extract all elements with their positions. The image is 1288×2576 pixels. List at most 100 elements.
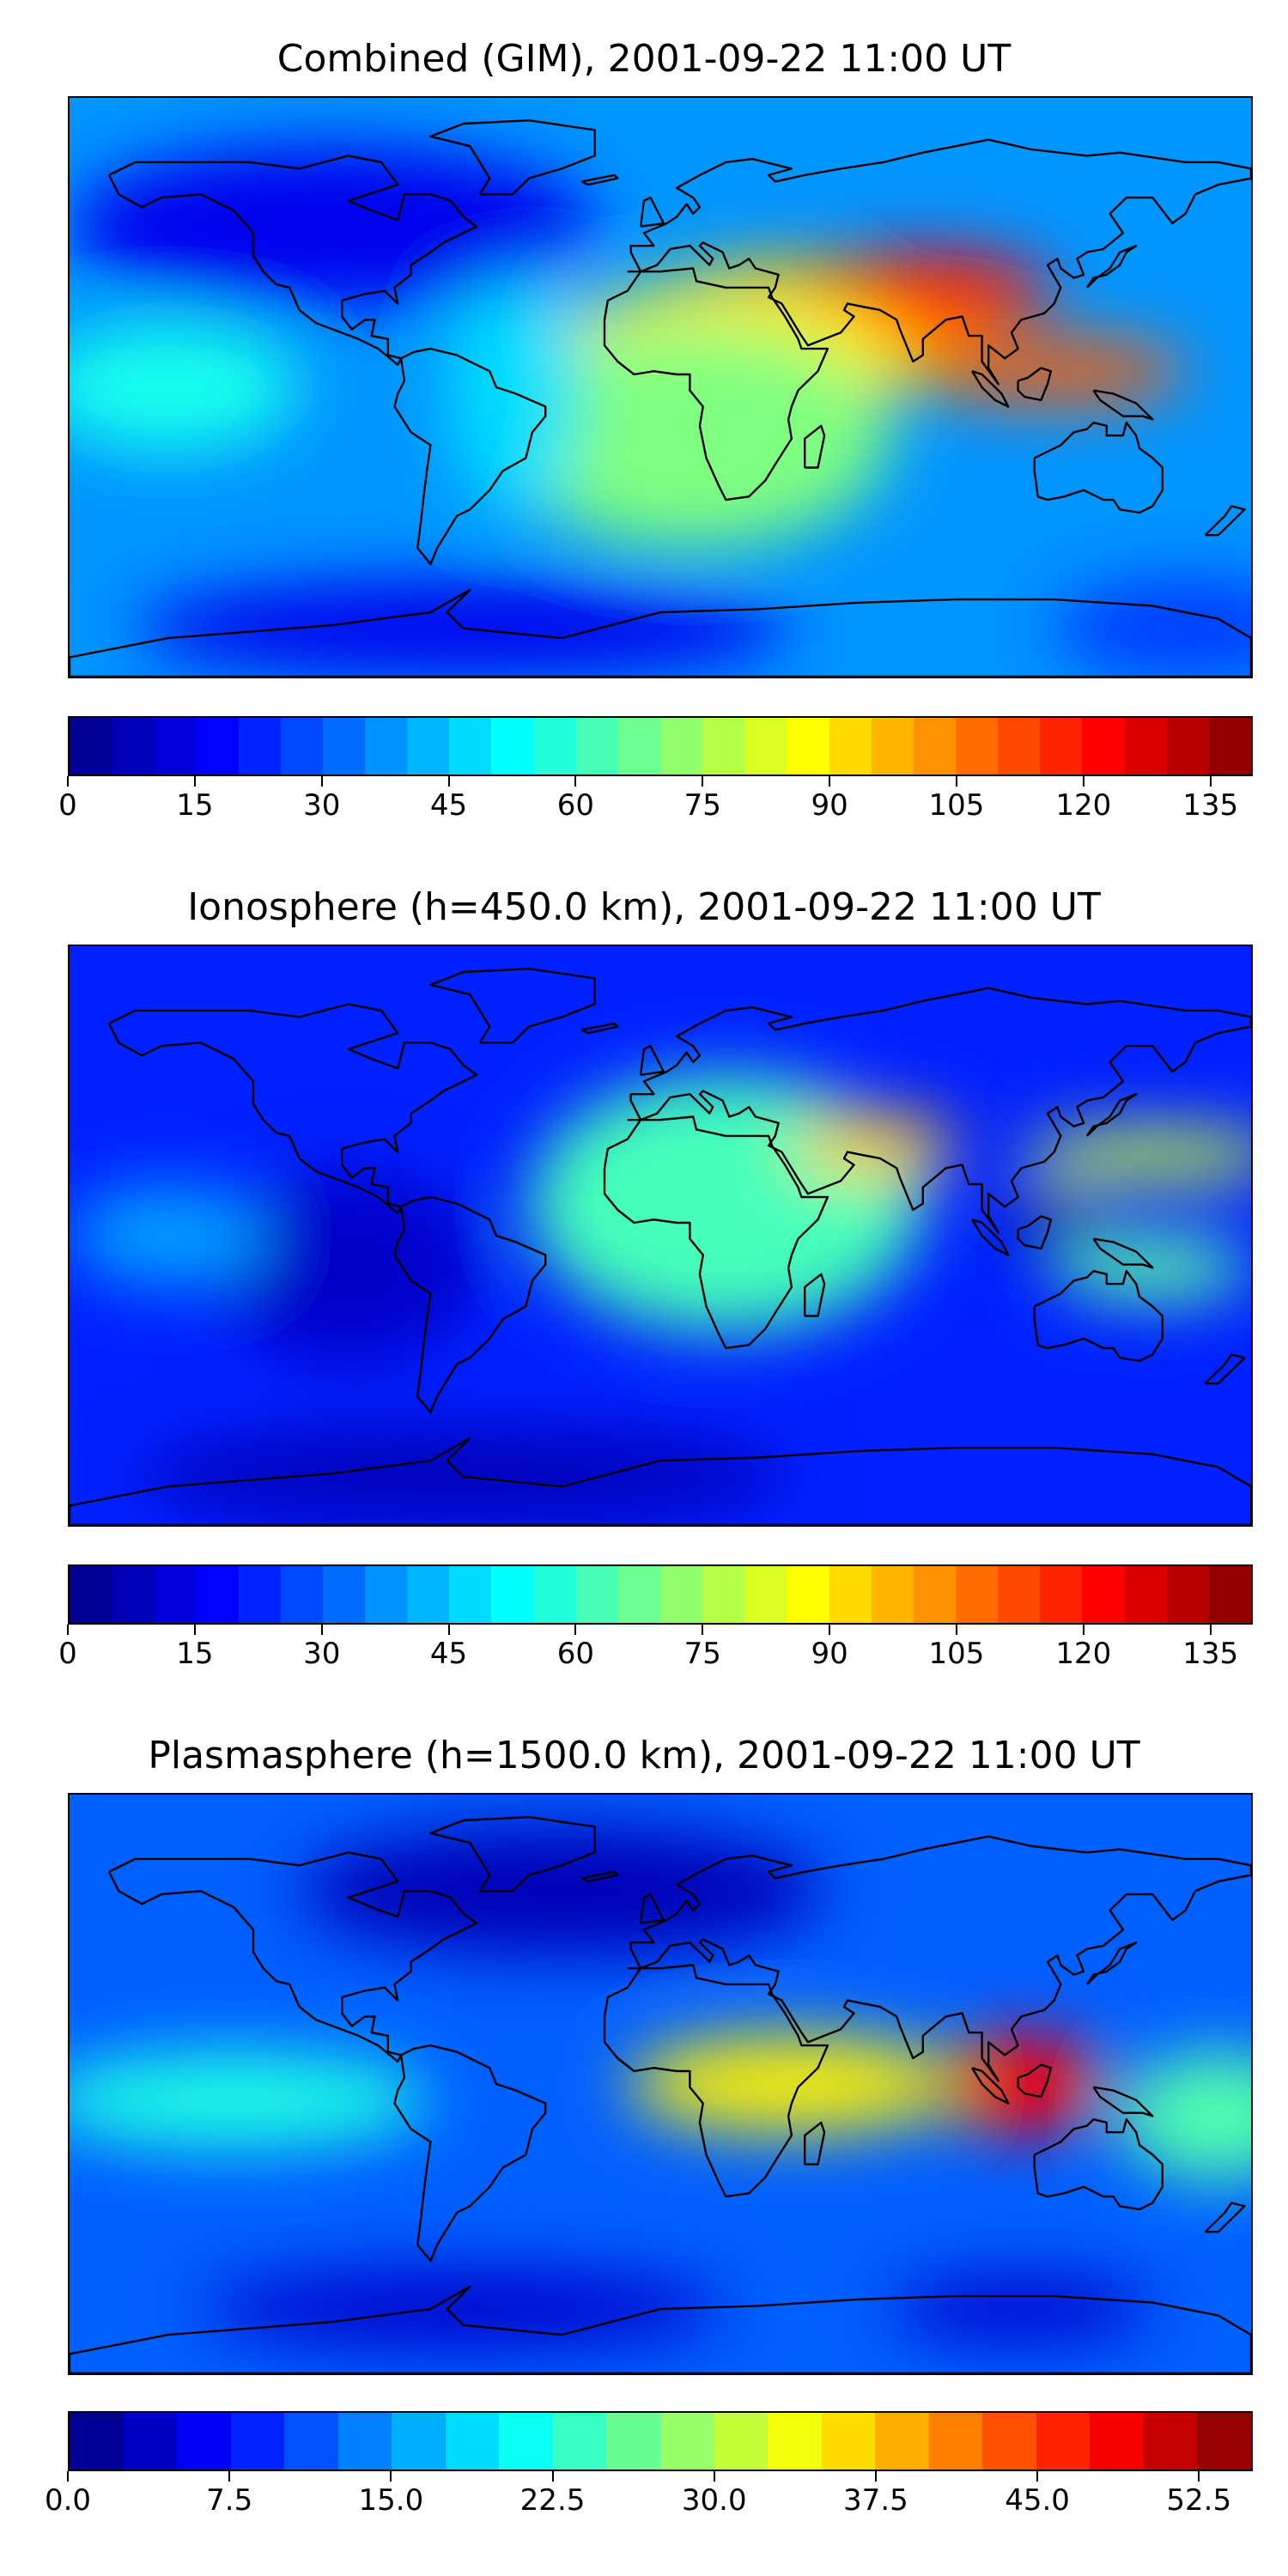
colorbar-tick-label: 52.5 xyxy=(1166,2483,1232,2518)
coastline xyxy=(971,1218,1010,1256)
colorbar-tick xyxy=(702,776,704,787)
coastline xyxy=(107,155,478,366)
map-plasmasphere xyxy=(68,1793,1253,2375)
colorbar-swatch xyxy=(533,718,576,775)
coastline xyxy=(1085,244,1138,289)
coastline xyxy=(107,1851,478,2063)
colorbar-tick-label: 75 xyxy=(683,788,721,823)
colorbar-tick xyxy=(320,776,323,787)
colorbar-swatch xyxy=(70,1566,112,1623)
colorbar-swatch xyxy=(714,2413,769,2470)
colorbar-tick xyxy=(713,2471,715,2482)
colorbar-swatch xyxy=(575,1566,618,1623)
field-feature xyxy=(217,1171,480,1364)
colorbar-swatch xyxy=(955,718,999,775)
colorbar-tick-label: 0 xyxy=(58,1637,77,1671)
map-ionosphere xyxy=(68,945,1253,1527)
contour-map-combined xyxy=(70,98,1251,677)
colorbar-tick-label: 105 xyxy=(928,1637,985,1671)
coastline xyxy=(1092,1237,1154,1269)
colorbar-tick xyxy=(1082,776,1084,787)
colorbar-tick-label: 60 xyxy=(556,788,595,823)
colorbar-tick xyxy=(390,2471,392,2482)
field-feature xyxy=(495,323,890,549)
colorbar-swatch xyxy=(913,718,956,775)
colorbar-tick-label: 90 xyxy=(811,1637,848,1671)
field-feature xyxy=(627,2035,956,2133)
colorbar-tick-label: 45.0 xyxy=(1005,2483,1070,2518)
colorbar-swatch xyxy=(1040,1566,1083,1623)
colorbar-tick xyxy=(956,776,957,787)
coastline xyxy=(1033,1270,1164,1363)
colorbar-tick xyxy=(874,2471,877,2482)
colorbar-swatch xyxy=(617,718,660,775)
coastline xyxy=(639,1044,665,1076)
colorbar-tick-label: 22.5 xyxy=(519,2483,586,2518)
colorbar-swatch xyxy=(449,1566,492,1623)
colorbar-swatch xyxy=(407,1566,450,1623)
coastline xyxy=(393,2044,547,2263)
colorbar-tick-label: 0 xyxy=(58,788,77,823)
coastline xyxy=(971,2067,1010,2105)
coastline xyxy=(1204,505,1246,537)
coastline xyxy=(580,173,619,186)
colorbar-swatch xyxy=(606,2413,661,2470)
coastline xyxy=(107,1003,478,1214)
map-combined xyxy=(68,96,1253,678)
coastline xyxy=(1033,2118,1164,2211)
colorbar-swatch xyxy=(364,718,408,775)
colorbar-swatch xyxy=(1082,1566,1125,1623)
field-feature xyxy=(529,1074,923,1333)
colorbar-swatch xyxy=(1208,718,1251,775)
field-feature xyxy=(299,1826,825,1956)
colorbar-swatch xyxy=(1143,2413,1198,2470)
colorbar-swatch xyxy=(617,1566,660,1623)
colorbar-swatch xyxy=(744,1566,787,1623)
colorbar-swatch xyxy=(196,718,239,775)
colorbar-swatch xyxy=(875,2413,929,2470)
colorbar-tick-label: 15 xyxy=(176,788,214,823)
colorbar-tick-label: 75 xyxy=(683,1637,721,1671)
colorbar-swatch xyxy=(1124,718,1167,775)
coastline xyxy=(1017,367,1053,402)
colorbar-swatch xyxy=(575,718,618,775)
coastline xyxy=(70,1437,1251,1525)
coastline xyxy=(1085,1941,1138,1985)
field-feature xyxy=(939,2035,1103,2133)
colorbar-swatch xyxy=(829,1566,872,1623)
panel-title-plasmasphere: Plasmasphere (h=1500.0 km), 2001-09-22 1… xyxy=(148,1734,1140,1777)
coastline xyxy=(1017,1215,1053,1250)
colorbar-swatch xyxy=(154,1566,197,1623)
colorbar-swatch xyxy=(238,718,281,775)
colorbar-tick-label: 60 xyxy=(556,1637,595,1671)
colorbar-swatch xyxy=(659,718,703,775)
colorbar-swatch xyxy=(491,718,534,775)
colorbar-swatch xyxy=(928,2413,983,2470)
coastline xyxy=(393,347,547,566)
coastline xyxy=(1092,389,1154,421)
field-feature xyxy=(1120,2051,1251,2181)
field-feature xyxy=(1005,1187,1103,1252)
coastline xyxy=(639,196,665,228)
colorbar-swatch xyxy=(238,1566,281,1623)
colorbar-tick-label: 135 xyxy=(1182,788,1239,823)
colorbar-swatch xyxy=(337,2413,392,2470)
colorbar-swatch xyxy=(230,2413,285,2470)
colorbar-swatch xyxy=(1090,2413,1144,2470)
colorbar-tick-label: 30.0 xyxy=(681,2483,747,2518)
colorbar-tick xyxy=(320,1625,323,1635)
colorbar-swatch xyxy=(829,718,872,775)
colorbar-swatch xyxy=(280,1566,323,1623)
colorbar-swatch xyxy=(955,1566,999,1623)
coastline xyxy=(1204,2202,1246,2233)
field-feature xyxy=(200,2270,726,2348)
colorbar-tick xyxy=(193,776,196,787)
coastline xyxy=(1033,422,1164,514)
colorbar-tick xyxy=(702,1625,704,1635)
colorbar-tick xyxy=(956,1625,957,1635)
colorbar-swatch xyxy=(998,718,1041,775)
colorbar-swatch xyxy=(123,2413,178,2470)
colorbar-tick xyxy=(1198,2471,1200,2482)
colorbar-swatch xyxy=(1040,718,1083,775)
colorbar-tick-label: 120 xyxy=(1055,788,1112,823)
